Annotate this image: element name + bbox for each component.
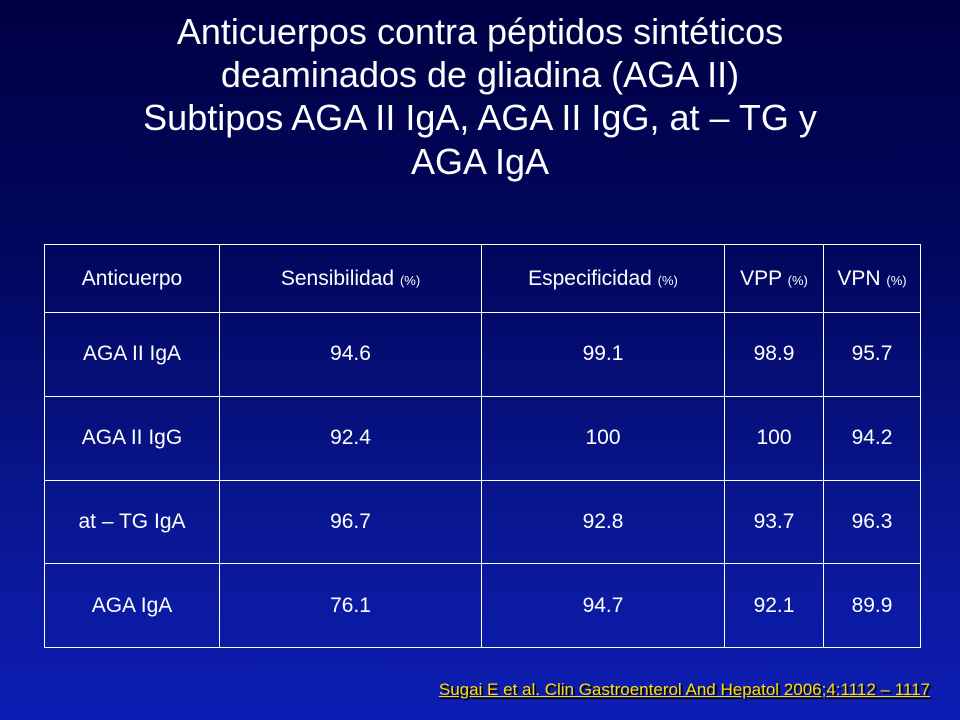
value-cell: 94.7	[481, 563, 725, 648]
value-cell: 92.8	[481, 479, 725, 565]
value-cell: 92.1	[724, 563, 824, 648]
value-cell: 94.6	[219, 312, 482, 397]
table-row: AGA II IgA 94.6 99.1 98.9 95.7	[44, 312, 921, 397]
row-label-cell: AGA IgA	[44, 563, 220, 648]
value-cell: 99.1	[481, 312, 725, 397]
value-cell: 76.1	[219, 563, 482, 648]
value-cell: 100	[724, 395, 824, 481]
header-cell-npv: VPN (%)	[823, 244, 921, 313]
title-line-1: Anticuerpos contra péptidos sintéticos	[176, 11, 784, 52]
header-cell-antibody: Anticuerpo	[44, 244, 220, 313]
row-label-cell: AGA II IgA	[44, 312, 220, 397]
value-cell: 95.7	[823, 312, 921, 397]
table-row: at – TG IgA 96.7 92.8 93.7 96.3	[44, 479, 921, 565]
value-cell: 89.9	[823, 563, 921, 648]
header-cell-ppv: VPP (%)	[724, 244, 824, 313]
title-line-2: deaminados de gliadina (AGA II)	[220, 54, 740, 96]
value-cell: 96.3	[823, 479, 921, 565]
value-cell: 96.7	[219, 479, 482, 565]
table-header-row: Anticuerpo Sensibilidad (%) Especificida…	[44, 244, 921, 313]
header-cell-sensitivity: Sensibilidad (%)	[219, 244, 482, 313]
slide-title: Anticuerpos contra péptidos sintéticos d…	[40, 10, 920, 183]
results-table: Anticuerpo Sensibilidad (%) Especificida…	[44, 244, 921, 648]
table-row: AGA II IgG 92.4 100 100 94.2	[44, 395, 921, 481]
value-cell: 94.2	[823, 395, 921, 481]
row-label-cell: AGA II IgG	[44, 395, 220, 481]
citation-link[interactable]: Sugai E et al. Clin Gastroenterol And He…	[438, 680, 930, 699]
header-cell-specificity: Especificidad (%)	[481, 244, 725, 313]
value-cell: 92.4	[219, 395, 482, 481]
row-label-cell: at – TG IgA	[44, 479, 220, 565]
value-cell: 100	[481, 395, 725, 481]
title-line-3: Subtipos AGA II IgA, AGA II IgG, at – TG…	[143, 97, 817, 139]
title-line-4: AGA IgA	[410, 140, 550, 182]
table-row: AGA IgA 76.1 94.7 92.1 89.9	[44, 563, 921, 648]
value-cell: 93.7	[724, 479, 824, 565]
value-cell: 98.9	[724, 312, 824, 397]
